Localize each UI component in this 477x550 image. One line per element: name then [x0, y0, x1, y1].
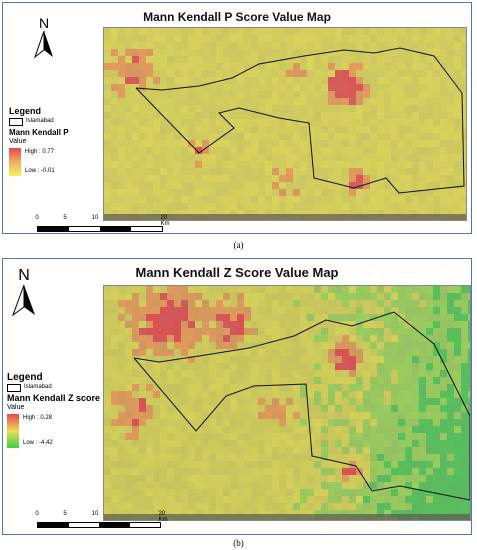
map-frame[interactable]	[103, 27, 467, 221]
layer-name: Mann Kendall P	[9, 128, 69, 137]
islamabad-boundary	[133, 311, 470, 501]
islamabad-boundary	[135, 47, 465, 194]
legend-title: Legend	[7, 372, 43, 383]
scale-tick: 0	[35, 215, 39, 221]
map-panel-z-score: Mann Kendall Z Score Value Map N Legend …	[2, 258, 472, 535]
north-arrow-icon: N	[33, 15, 55, 61]
scale-tick: 20 Km	[158, 511, 168, 523]
value-label: Value	[7, 404, 25, 411]
boundary-label: Islamabad	[26, 118, 54, 124]
low-label: Low : -4.42	[23, 440, 53, 446]
high-label: High : 0.28	[23, 415, 53, 421]
boundary-swatch	[9, 117, 23, 126]
color-ramp	[7, 414, 19, 448]
legend-title: Legend	[9, 106, 42, 116]
scale-tick: 5	[63, 215, 67, 221]
raster-cells	[104, 286, 470, 520]
map-title: Mann Kendall P Score Value Map	[143, 10, 331, 24]
scale-bar: 0 5 10 20 Km	[35, 511, 168, 528]
raster-cells	[104, 28, 466, 220]
scale-tick: 5	[63, 511, 67, 517]
map-panel-p-score: Mann Kendall P Score Value Map N Legend …	[2, 2, 472, 234]
raster-map	[104, 286, 470, 520]
map-title: Mann Kendall Z Score Value Map	[135, 265, 339, 280]
legend: Legend Islamabad Mann Kendall Z score Va…	[7, 373, 107, 448]
caption-a: (a)	[233, 240, 244, 250]
legend: Legend Islamabad Mann Kendall P Value Hi…	[9, 107, 99, 176]
scale-tick: 10	[91, 511, 99, 517]
scale-tick: 20 Km	[160, 215, 170, 227]
boundary-swatch	[7, 383, 21, 392]
color-ramp	[9, 148, 21, 176]
low-label: Low : -0.01	[25, 168, 55, 174]
value-label: Value	[9, 138, 27, 145]
high-label: High : 0.77	[25, 149, 55, 155]
map-frame[interactable]	[103, 285, 471, 521]
north-label: N	[38, 15, 50, 31]
boundary-label: Islamabad	[24, 384, 52, 390]
scale-tick: 0	[35, 511, 39, 517]
north-label: N	[18, 267, 30, 284]
raster-map	[104, 28, 466, 220]
north-arrow-icon: N	[11, 267, 37, 319]
scale-bar: 0 5 10 20 Km	[35, 215, 170, 232]
scale-tick: 10	[91, 215, 99, 221]
caption-b: (b)	[233, 538, 244, 548]
layer-name: Mann Kendall Z score	[7, 393, 101, 403]
